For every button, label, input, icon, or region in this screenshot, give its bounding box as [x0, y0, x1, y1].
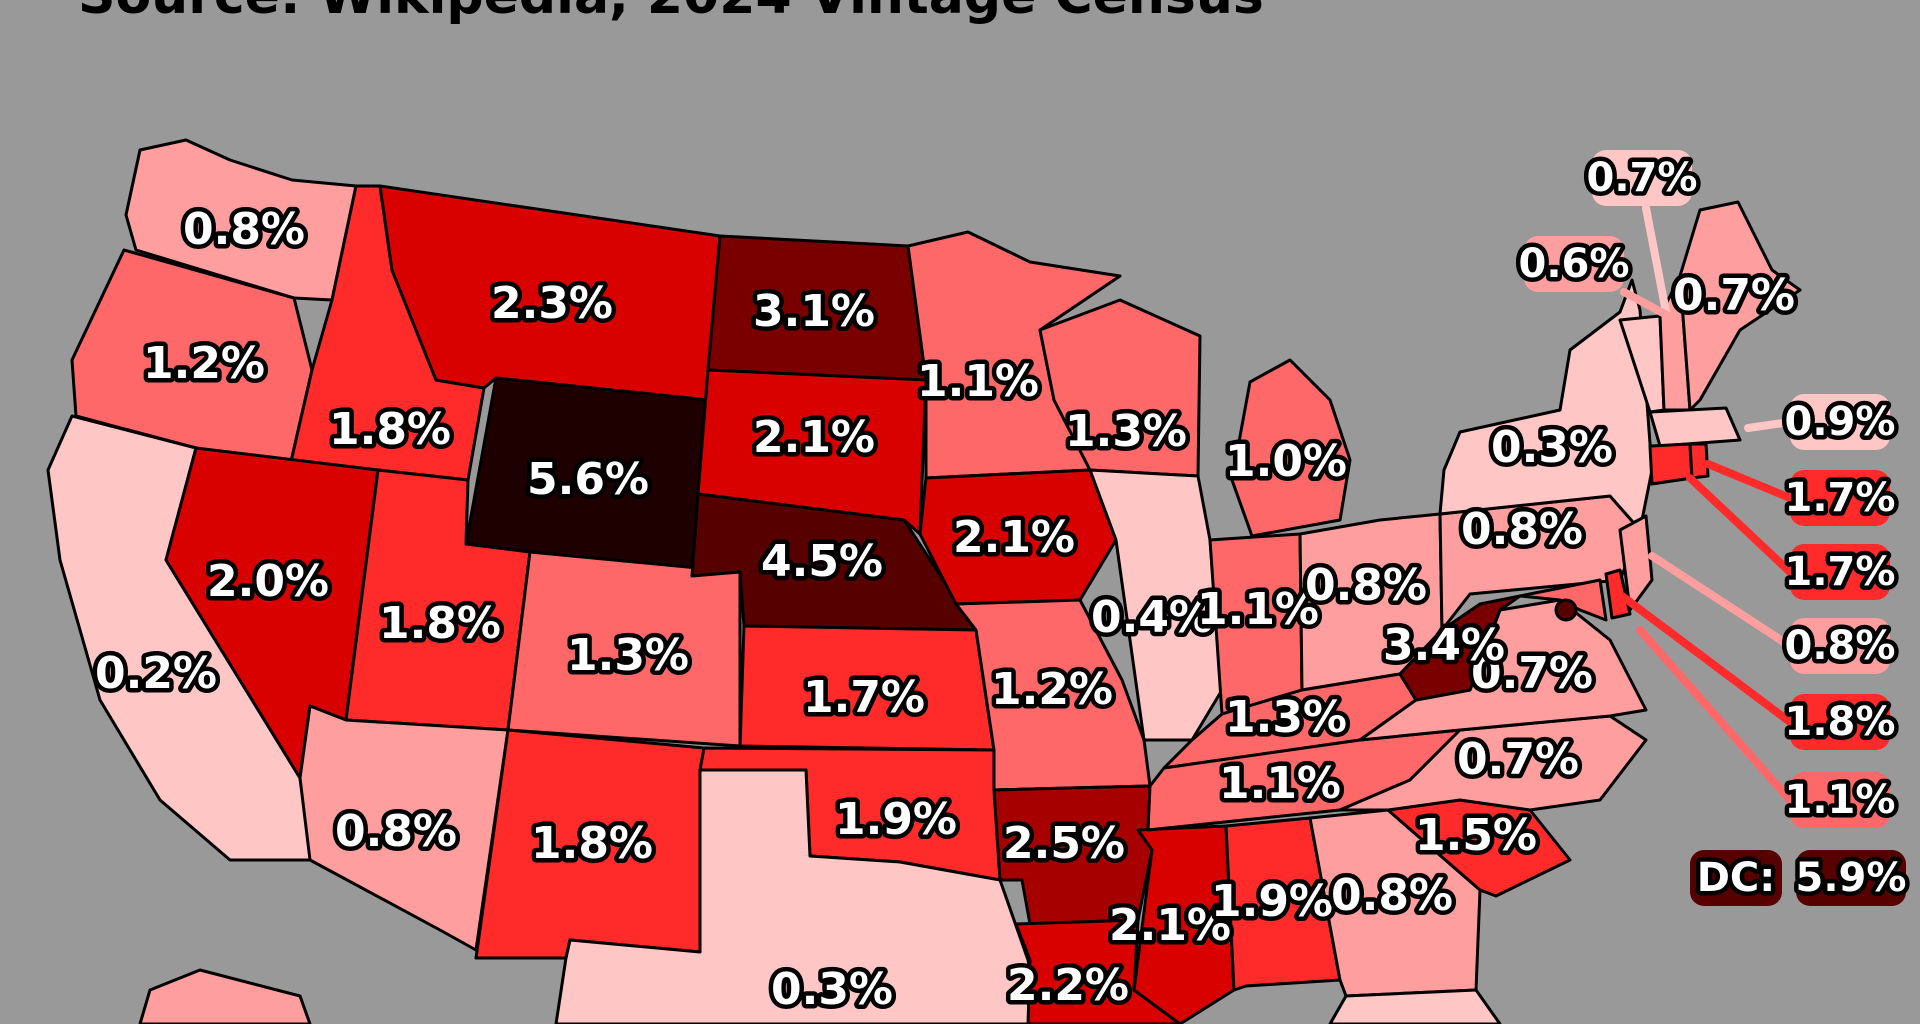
state-AK[interactable] [138, 968, 312, 1024]
state-DE[interactable] [1604, 568, 1632, 620]
state-NC[interactable] [1338, 714, 1648, 812]
label-GA: 0.8% [1331, 870, 1453, 921]
label-SC: 1.5% [1415, 810, 1537, 861]
label-UT: 1.8% [379, 598, 501, 649]
label-KY: 1.3% [1225, 692, 1347, 743]
label-IL: 0.4% [1091, 592, 1213, 643]
label-LA: 2.2% [1007, 960, 1129, 1011]
label-OR: 1.2% [143, 338, 265, 389]
state-LA[interactable] [1014, 918, 1182, 1024]
label-NV: 2.0% [207, 556, 329, 607]
state-RI[interactable] [1688, 442, 1710, 480]
state-MA[interactable] [1648, 406, 1742, 448]
state-NJ[interactable] [1618, 514, 1654, 612]
label-IA: 2.1% [953, 512, 1075, 563]
label-ID: 1.8% [329, 404, 451, 455]
dc-label: DC: [1697, 855, 1776, 901]
label-CT: 1.7% [1785, 549, 1896, 595]
label-DE: 1.8% [1785, 699, 1896, 745]
label-WI: 1.3% [1065, 406, 1187, 457]
state-SD[interactable] [696, 368, 928, 536]
state-ME[interactable] [1678, 200, 1802, 412]
state-labels: 0.8% 1.2% 0.2% 1.8% 2.0% 2.3% 5.6% 1.8% … [90, 200, 1799, 1020]
label-WY: 5.6% [527, 454, 649, 505]
label-PA: 0.8% [1461, 504, 1583, 555]
label-OH: 0.8% [1305, 560, 1427, 611]
state-WV[interactable] [1398, 594, 1522, 702]
label-SD: 2.1% [753, 412, 875, 463]
state-AL[interactable] [1224, 816, 1342, 992]
label-AL: 1.9% [1211, 876, 1333, 927]
label-NJ: 0.8% [1785, 623, 1896, 669]
state-CT[interactable] [1648, 442, 1694, 486]
label-MO: 1.2% [991, 664, 1113, 715]
label-NM: 1.8% [531, 818, 653, 869]
state-MI[interactable] [1230, 358, 1352, 538]
label-DC: 5.9% [1796, 855, 1907, 901]
label-MA: 0.9% [1785, 399, 1896, 445]
label-NC: 0.7% [1457, 734, 1579, 785]
label-MS: 2.1% [1109, 900, 1231, 951]
label-MT: 2.3% [491, 278, 613, 329]
label-KS: 1.7% [803, 672, 925, 723]
label-TX: 0.3% [771, 964, 893, 1015]
label-VA: 0.7% [1471, 648, 1593, 699]
label-VT: 0.7% [1587, 155, 1698, 201]
label-WV: 3.4% [1383, 620, 1505, 671]
label-NE: 4.5% [761, 536, 883, 587]
label-IN: 1.1% [1197, 584, 1319, 635]
label-WA: 0.8% [183, 204, 305, 255]
label-CO: 1.3% [567, 630, 689, 681]
label-RI: 1.7% [1785, 475, 1896, 521]
callout-labels: 0.7% 0.6% 0.9% 1.7% 1.7% 0.8% 1.8% 1.1% … [1514, 151, 1911, 906]
label-ND: 3.1% [753, 286, 875, 337]
callout-boxes [1524, 150, 1906, 906]
state-NY[interactable] [1438, 278, 1654, 532]
state-IL[interactable] [1088, 468, 1224, 742]
source-line: Source: Wikipedia, 2024 Vintage Census [78, 0, 1264, 26]
label-NY: 0.3% [1491, 422, 1613, 473]
label-TN: 1.1% [1219, 758, 1341, 809]
label-ME: 0.7% [1673, 270, 1795, 321]
state-FL[interactable] [1328, 988, 1502, 1024]
callout-leaders [1618, 204, 1794, 804]
label-OK: 1.9% [835, 794, 957, 845]
label-AR: 2.5% [1003, 818, 1125, 869]
label-NH: 0.6% [1519, 241, 1630, 287]
label-CA: 0.2% [95, 648, 217, 699]
label-MI: 1.0% [1225, 436, 1347, 487]
label-MD: 1.1% [1785, 777, 1896, 823]
label-MN: 1.1% [917, 356, 1039, 407]
dc-marker [1554, 598, 1578, 622]
label-AZ: 0.8% [335, 806, 457, 857]
